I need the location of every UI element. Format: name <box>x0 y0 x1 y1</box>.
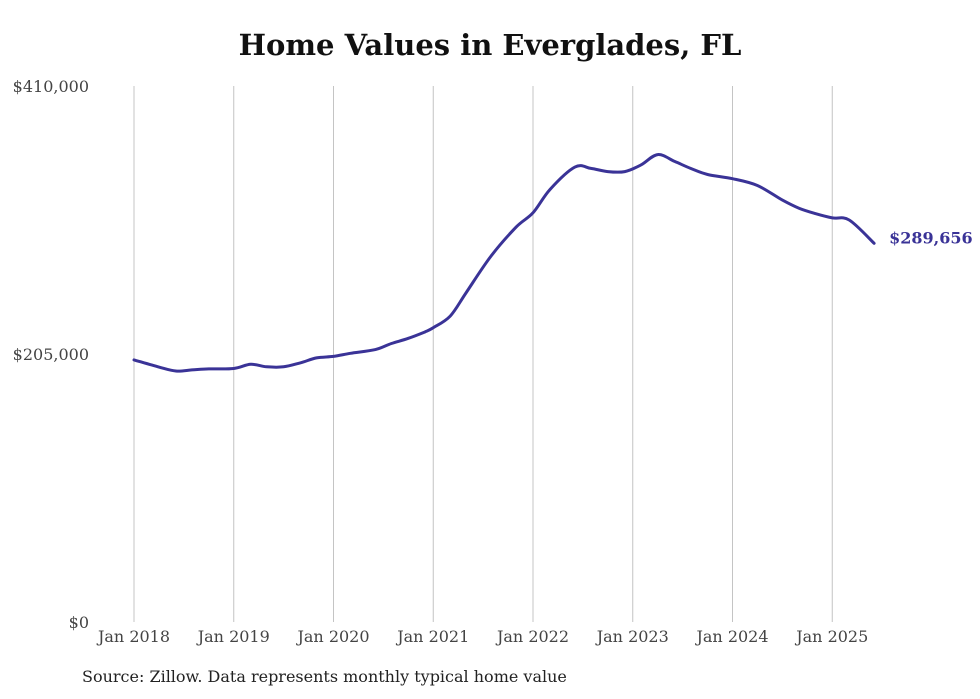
x-tick-label-6: Jan 2024 <box>694 627 768 646</box>
x-tick-label-3: Jan 2021 <box>395 627 469 646</box>
x-tick-label-4: Jan 2022 <box>495 627 569 646</box>
source-note: Source: Zillow. Data represents monthly … <box>82 667 567 686</box>
end-value-label: $289,656 <box>889 228 973 247</box>
y-axis-ticks: $0 $205,000 $410,000 <box>13 77 89 632</box>
x-tick-label-5: Jan 2023 <box>595 627 669 646</box>
y-tick-label-2: $410,000 <box>13 77 89 96</box>
x-tick-label-2: Jan 2020 <box>295 627 369 646</box>
gridlines <box>133 86 833 622</box>
x-tick-label-1: Jan 2019 <box>196 627 270 646</box>
series-layer: $289,656 <box>132 153 973 373</box>
y-tick-label-0: $0 <box>69 613 89 632</box>
x-axis-ticks: Jan 2018 Jan 2019 Jan 2020 Jan 2021 Jan 2022… <box>96 627 868 646</box>
x-tick-label-0: Jan 2018 <box>96 627 170 646</box>
chart-title: Home Values in Everglades, FL <box>238 28 742 62</box>
x-tick-label-7: Jan 2025 <box>794 627 868 646</box>
y-tick-label-1: $205,000 <box>13 345 89 364</box>
series-line <box>132 153 876 373</box>
